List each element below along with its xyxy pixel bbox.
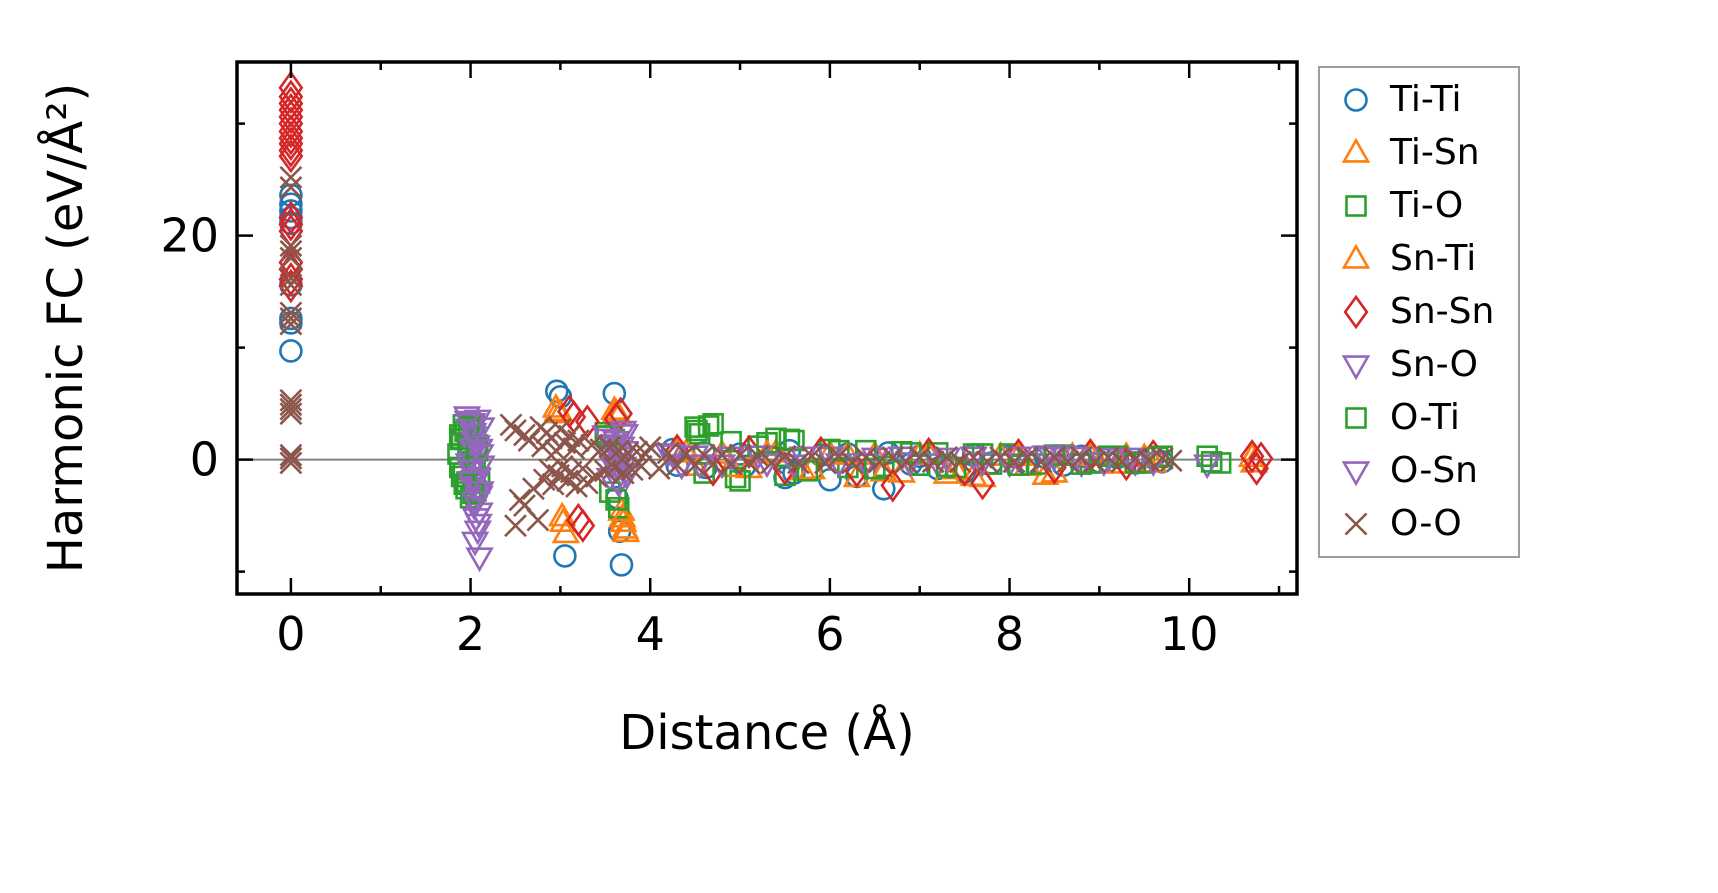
legend-label: Ti-Ti — [1390, 79, 1462, 120]
legend-label: O-Sn — [1390, 450, 1478, 491]
x-tick-label: 4 — [636, 607, 665, 661]
x-tick-label: 2 — [456, 607, 485, 661]
legend-item-sn-sn: Sn-Sn — [1334, 292, 1494, 332]
x-tick-label: 6 — [815, 607, 844, 661]
square-marker-icon — [1345, 407, 1367, 429]
diamond-marker-icon — [1343, 294, 1369, 330]
triangle-down-marker-icon — [1341, 461, 1371, 487]
legend-label: Sn-O — [1390, 344, 1478, 385]
x-tick-label: 0 — [276, 607, 305, 661]
legend: Ti-Ti Ti-Sn Ti-O Sn-Ti Sn-Sn Sn-O O-Ti O-Sn O-O — [1318, 66, 1521, 558]
axes-frame — [235, 60, 1299, 596]
legend-label: O-Ti — [1390, 397, 1460, 438]
triangle-down-marker-icon — [1341, 355, 1371, 381]
series-sn-sn — [278, 70, 1274, 543]
legend-label: Sn-Ti — [1390, 238, 1477, 279]
legend-label: Ti-O — [1390, 185, 1464, 226]
x-tick-label: 10 — [1160, 607, 1219, 661]
legend-item-ti-o: Ti-O — [1334, 186, 1494, 226]
legend-label: Ti-Sn — [1390, 132, 1480, 173]
legend-item-ti-sn: Ti-Sn — [1334, 133, 1494, 173]
legend-item-o-o: O-O — [1334, 504, 1494, 544]
x-marker-icon — [1344, 512, 1368, 536]
y-tick-label: 0 — [190, 433, 219, 487]
square-marker-icon — [1345, 195, 1367, 217]
legend-item-o-ti: O-Ti — [1334, 398, 1494, 438]
legend-item-ti-ti: Ti-Ti — [1334, 80, 1494, 120]
series-ti-ti — [279, 183, 1175, 577]
legend-label: Sn-Sn — [1390, 291, 1495, 332]
y-axis-label: Harmonic FC (eV/Å²) — [38, 82, 94, 574]
legend-label: O-O — [1390, 503, 1462, 544]
x-tick-label: 8 — [995, 607, 1024, 661]
legend-item-sn-ti: Sn-Ti — [1334, 239, 1494, 279]
legend-item-o-sn: O-Sn — [1334, 451, 1494, 491]
y-tick-label: 20 — [160, 209, 219, 263]
series-o-o — [279, 165, 1183, 538]
triangle-up-marker-icon — [1341, 137, 1371, 163]
circle-marker-icon — [1344, 88, 1368, 112]
x-axis-label: Distance (Å) — [619, 705, 915, 761]
legend-item-sn-o: Sn-O — [1334, 345, 1494, 385]
triangle-up-marker-icon — [1341, 243, 1371, 269]
